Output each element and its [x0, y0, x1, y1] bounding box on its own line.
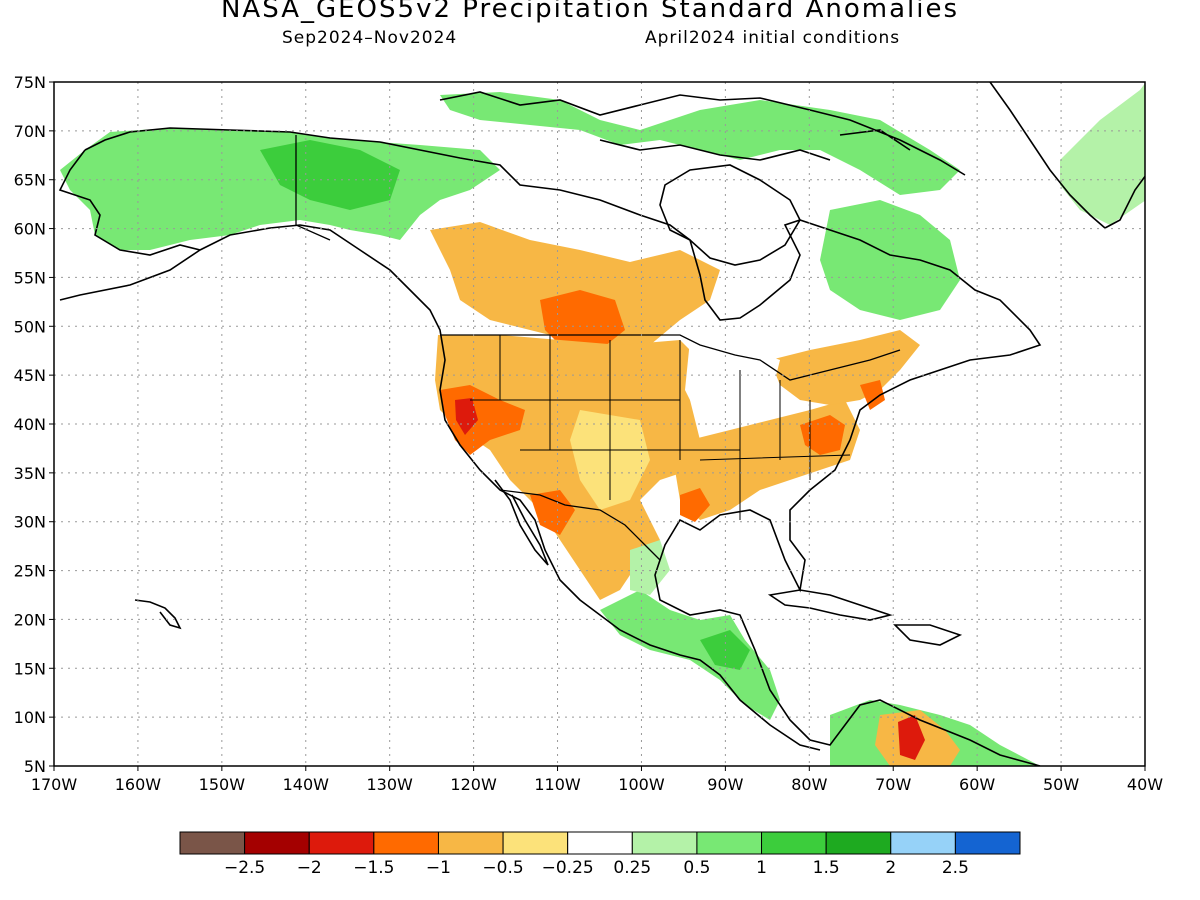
alaska-canada-border — [295, 135, 331, 241]
louisiana-dry-strong — [680, 488, 710, 522]
colorbar-swatch — [761, 831, 827, 855]
longitude-axis: 170W 160W 150W 140W 130W 120W 110W 100W 90W 80W 70… — [31, 766, 1163, 794]
lat-tick-label: 20N — [14, 610, 46, 629]
colorbar-label: 1.5 — [813, 858, 840, 878]
colorbar-swatch — [696, 831, 763, 855]
colorbar-label: −2.5 — [224, 858, 265, 878]
colorbar-swatch — [437, 831, 504, 855]
initial-conditions: April2024 initial conditions — [645, 28, 901, 48]
colorbar-label: 0.25 — [613, 858, 651, 878]
northeast-dry-area — [770, 330, 920, 405]
northeast-dry-strong — [860, 380, 885, 410]
latitude-axis: 75N 70N 65N 60N 55N 50N 45N 40N 35N 30N 25N 20N 15N 1… — [14, 73, 54, 776]
central-america-wet-area — [600, 590, 780, 720]
graticule — [54, 82, 1145, 766]
lon-tick-label: 70W — [875, 775, 911, 794]
colorbar-swatch — [244, 831, 310, 855]
lat-tick-label: 50N — [14, 317, 46, 336]
venezuela-dry-strong — [898, 715, 925, 760]
lon-tick-label: 110W — [534, 775, 581, 794]
lat-tick-label: 55N — [14, 268, 46, 287]
colorbar-label: −1.5 — [353, 858, 394, 878]
colorbar-swatch — [954, 831, 1021, 855]
colorbar-label: 2 — [885, 858, 896, 878]
colorbar-label: −1 — [426, 858, 451, 878]
colorbar-swatch — [890, 831, 956, 855]
anomaly-fill-layer — [60, 83, 1145, 766]
lon-tick-label: 100W — [618, 775, 665, 794]
virginia-dry-strong — [800, 415, 845, 455]
lon-tick-label: 150W — [199, 775, 246, 794]
colorbar-swatch — [373, 831, 439, 855]
midwest-normal-area — [685, 340, 780, 420]
lon-tick-label: 80W — [791, 775, 827, 794]
greenland-coastline — [989, 82, 1145, 229]
hudson-bay-coastline — [659, 164, 801, 266]
hawaii-coastline — [134, 599, 182, 630]
lon-tick-label: 160W — [115, 775, 162, 794]
california-dry-strongest — [455, 398, 478, 435]
mexico-dry-strong — [530, 490, 575, 535]
colorbar-swatch — [567, 831, 633, 855]
lat-tick-label: 65N — [14, 171, 46, 190]
us-canada-border — [440, 334, 901, 381]
lat-tick-label: 25N — [14, 562, 46, 581]
lon-tick-label: 120W — [450, 775, 497, 794]
lat-tick-label: 40N — [14, 415, 46, 434]
yukon-wet-strong — [260, 140, 400, 210]
colorbar-label: 2.5 — [942, 858, 969, 878]
colorbar-label: 1 — [756, 858, 767, 878]
lon-tick-label: 140W — [283, 775, 330, 794]
lon-tick-label: 60W — [959, 775, 995, 794]
lon-tick-label: 40W — [1127, 775, 1163, 794]
map-title: NASA_GEOS5v2 Precipitation Standard Anom… — [220, 0, 960, 24]
hispaniola-coastline — [893, 624, 963, 646]
greenland-wet-area — [1060, 83, 1145, 225]
lon-tick-label: 130W — [367, 775, 414, 794]
cuba-coastline — [767, 589, 893, 621]
gulf-light-wet — [630, 540, 670, 595]
colorbar-label: −0.5 — [482, 858, 523, 878]
lat-tick-label: 70N — [14, 122, 46, 141]
arctic-islands-coastline — [439, 91, 966, 176]
lat-tick-label: 30N — [14, 513, 46, 532]
lat-tick-label: 75N — [14, 73, 46, 92]
quebec-wet-area — [820, 200, 960, 320]
colorbar-label: −0.25 — [542, 858, 594, 878]
colorbar-swatch — [631, 831, 698, 855]
colorbar-label: −2 — [297, 858, 322, 878]
us-mexico-border — [499, 489, 661, 561]
lat-tick-label: 60N — [14, 220, 46, 239]
lat-tick-label: 15N — [14, 659, 46, 678]
colorbar-legend: −2.5 −2 −1.5 −1 −0.5 −0.25 0.25 0.5 1 1.5 2 2.5 — [179, 831, 1021, 878]
us-state-borders — [470, 335, 851, 520]
colorbar-swatch — [179, 831, 246, 855]
lat-tick-label: 45N — [14, 366, 46, 385]
coastline-layer — [58, 82, 1145, 766]
prairies-dry-area — [430, 222, 720, 350]
alaska-wet-area — [60, 128, 500, 250]
forecast-period: Sep2024–Nov2024 — [282, 28, 458, 48]
lon-tick-label: 170W — [31, 775, 78, 794]
lat-tick-label: 10N — [14, 708, 46, 727]
lon-tick-label: 50W — [1043, 775, 1079, 794]
lon-tick-label: 90W — [707, 775, 743, 794]
baja-coastline — [494, 479, 549, 566]
colorbar-swatch — [308, 831, 375, 855]
north-america-coastline — [84, 127, 1042, 766]
colorbar-swatch — [825, 831, 892, 855]
colorbar-swatch — [502, 831, 569, 855]
lat-tick-label: 35N — [14, 464, 46, 483]
lat-tick-label: 5N — [24, 757, 46, 776]
colorbar-label: 0.5 — [683, 858, 710, 878]
arctic-wet-area — [440, 92, 960, 195]
